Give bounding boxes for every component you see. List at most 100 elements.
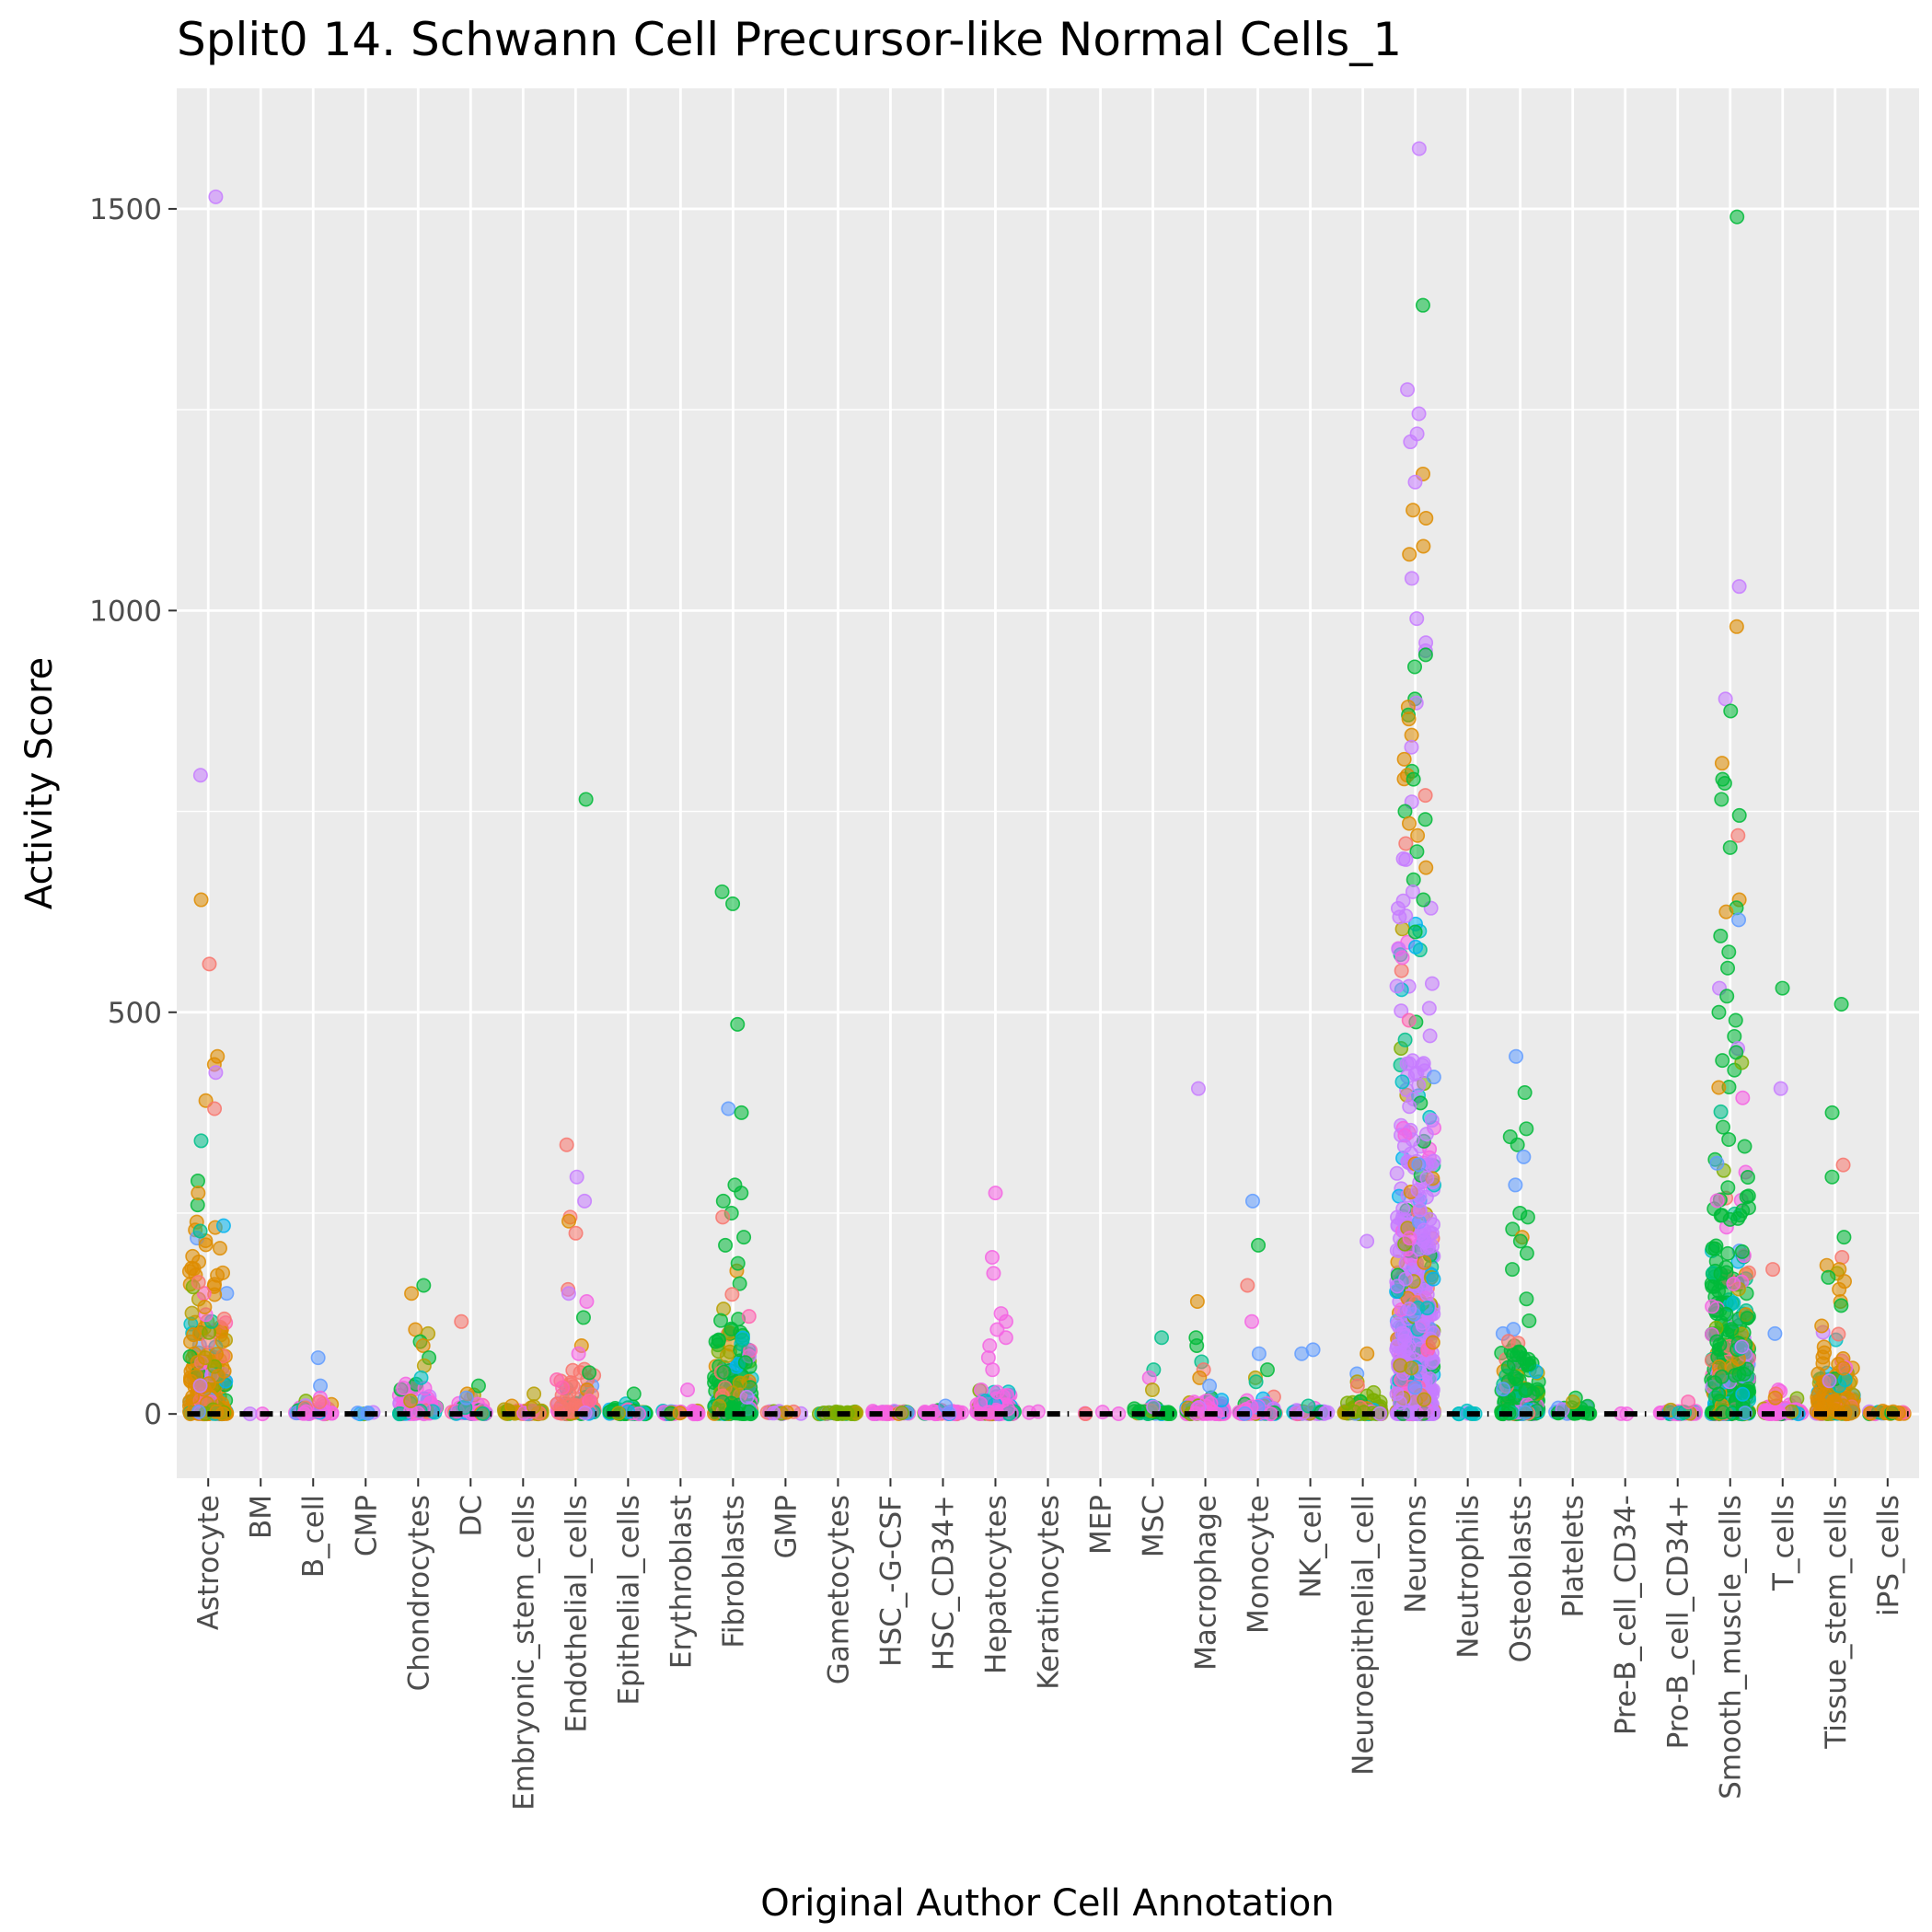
data-point-outlier (559, 1137, 574, 1152)
data-point-outlier (1294, 1346, 1310, 1361)
data-point-outlier (1240, 1278, 1255, 1293)
data-point-outlier (1406, 771, 1421, 787)
data-point (1734, 1339, 1750, 1355)
data-point (207, 1277, 223, 1292)
data-point-outlier (982, 1337, 998, 1353)
data-point (1816, 1339, 1832, 1355)
data-point (1320, 1405, 1336, 1420)
data-point (1735, 1090, 1751, 1105)
data-point-outlier (1418, 860, 1434, 875)
data-point (1401, 1012, 1417, 1028)
data-point-outlier (1404, 739, 1419, 755)
data-point (555, 1380, 571, 1395)
data-point-outlier (938, 1398, 954, 1414)
data-point-outlier (1301, 1398, 1316, 1414)
data-point-outlier (1731, 807, 1747, 823)
data-point (741, 1309, 757, 1325)
data-point-outlier (715, 1209, 731, 1225)
data-point (1705, 1299, 1720, 1314)
data-point-outlier (1767, 1390, 1783, 1406)
data-point (1835, 1360, 1851, 1376)
data-point (716, 1364, 732, 1380)
x-tick-label: Neurons (1400, 1495, 1433, 1614)
data-point-outlier (1836, 1230, 1852, 1245)
series-HSC_CD34+ (917, 1398, 969, 1422)
data-point-outlier (1244, 1313, 1260, 1329)
data-point-outlier (193, 1133, 209, 1149)
data-point (1405, 1053, 1420, 1069)
data-point-outlier (208, 189, 224, 204)
data-point (1419, 1301, 1435, 1316)
data-point-outlier (1251, 1237, 1267, 1253)
data-point (185, 1248, 201, 1264)
data-point (1822, 1373, 1837, 1389)
data-point-outlier (1401, 816, 1417, 831)
data-point (192, 1223, 208, 1239)
x-tick-label: Osteoblasts (1505, 1495, 1538, 1663)
data-point-outlier (984, 1249, 1000, 1265)
data-point-outlier (626, 1386, 642, 1402)
data-point-outlier (1410, 827, 1426, 843)
data-point (1424, 976, 1440, 991)
data-point (1720, 1180, 1736, 1196)
data-point (1419, 1287, 1435, 1302)
data-point-outlier (569, 1169, 584, 1185)
data-point (1407, 1380, 1423, 1395)
data-point-outlier (458, 1390, 474, 1406)
data-point (1726, 1276, 1741, 1291)
data-point-outlier (1404, 727, 1419, 743)
data-point (732, 1375, 747, 1391)
x-tick-label: Embryonic_stem_cells (507, 1495, 540, 1811)
data-point (1507, 1369, 1522, 1384)
data-point-outlier (715, 1193, 731, 1209)
data-point (1424, 1113, 1440, 1128)
x-axis-title: Original Author Cell Annotation (760, 1882, 1334, 1925)
data-point-outlier (1248, 1374, 1264, 1390)
data-point-outlier (310, 1350, 326, 1366)
data-point-outlier (1729, 619, 1744, 634)
data-point-outlier (1411, 141, 1427, 156)
x-tick-label: Hepatocytes (979, 1495, 1012, 1674)
data-point (1735, 1386, 1751, 1402)
x-tick-label: CMP (350, 1495, 383, 1556)
data-point-outlier (561, 1286, 576, 1301)
data-point-outlier (1720, 960, 1736, 976)
data-point (1422, 1028, 1438, 1044)
data-point-outlier (1409, 611, 1425, 627)
data-point-outlier (504, 1398, 520, 1414)
data-point-outlier (1517, 1085, 1533, 1101)
data-point-outlier (313, 1378, 329, 1394)
data-point (1402, 1301, 1417, 1316)
x-tick-label: Astrocyte (192, 1495, 226, 1630)
data-point-outlier (1154, 1330, 1170, 1346)
data-point-outlier (1731, 912, 1747, 928)
data-point-outlier (1189, 1293, 1205, 1309)
data-point (1712, 1337, 1728, 1353)
data-point (1496, 1382, 1511, 1397)
data-point-outlier (1406, 872, 1421, 887)
data-point-outlier (1824, 1105, 1840, 1120)
data-point-outlier (1416, 538, 1431, 554)
x-tick-label: HSC_CD34+ (927, 1495, 960, 1671)
data-point-outlier (408, 1322, 423, 1337)
data-point-outlier (571, 1346, 586, 1361)
data-point (739, 1389, 755, 1405)
data-point-outlier (1821, 1269, 1836, 1285)
data-point (737, 1355, 753, 1371)
data-point (989, 1384, 1005, 1400)
data-point-outlier (1730, 827, 1746, 843)
data-point (1500, 1334, 1516, 1349)
data-point (1707, 1241, 1723, 1256)
data-point-outlier (1516, 1149, 1532, 1164)
data-point (1389, 978, 1405, 994)
data-point (1530, 1382, 1545, 1397)
data-point-outlier (416, 1358, 432, 1373)
x-tick-label: Platelets (1557, 1495, 1591, 1618)
data-point-outlier (190, 1174, 205, 1189)
data-point (198, 1237, 214, 1253)
data-point-outlier (1505, 1262, 1521, 1278)
data-point-outlier (1244, 1193, 1260, 1209)
data-point-outlier (1417, 812, 1433, 827)
data-point (1425, 1335, 1440, 1350)
